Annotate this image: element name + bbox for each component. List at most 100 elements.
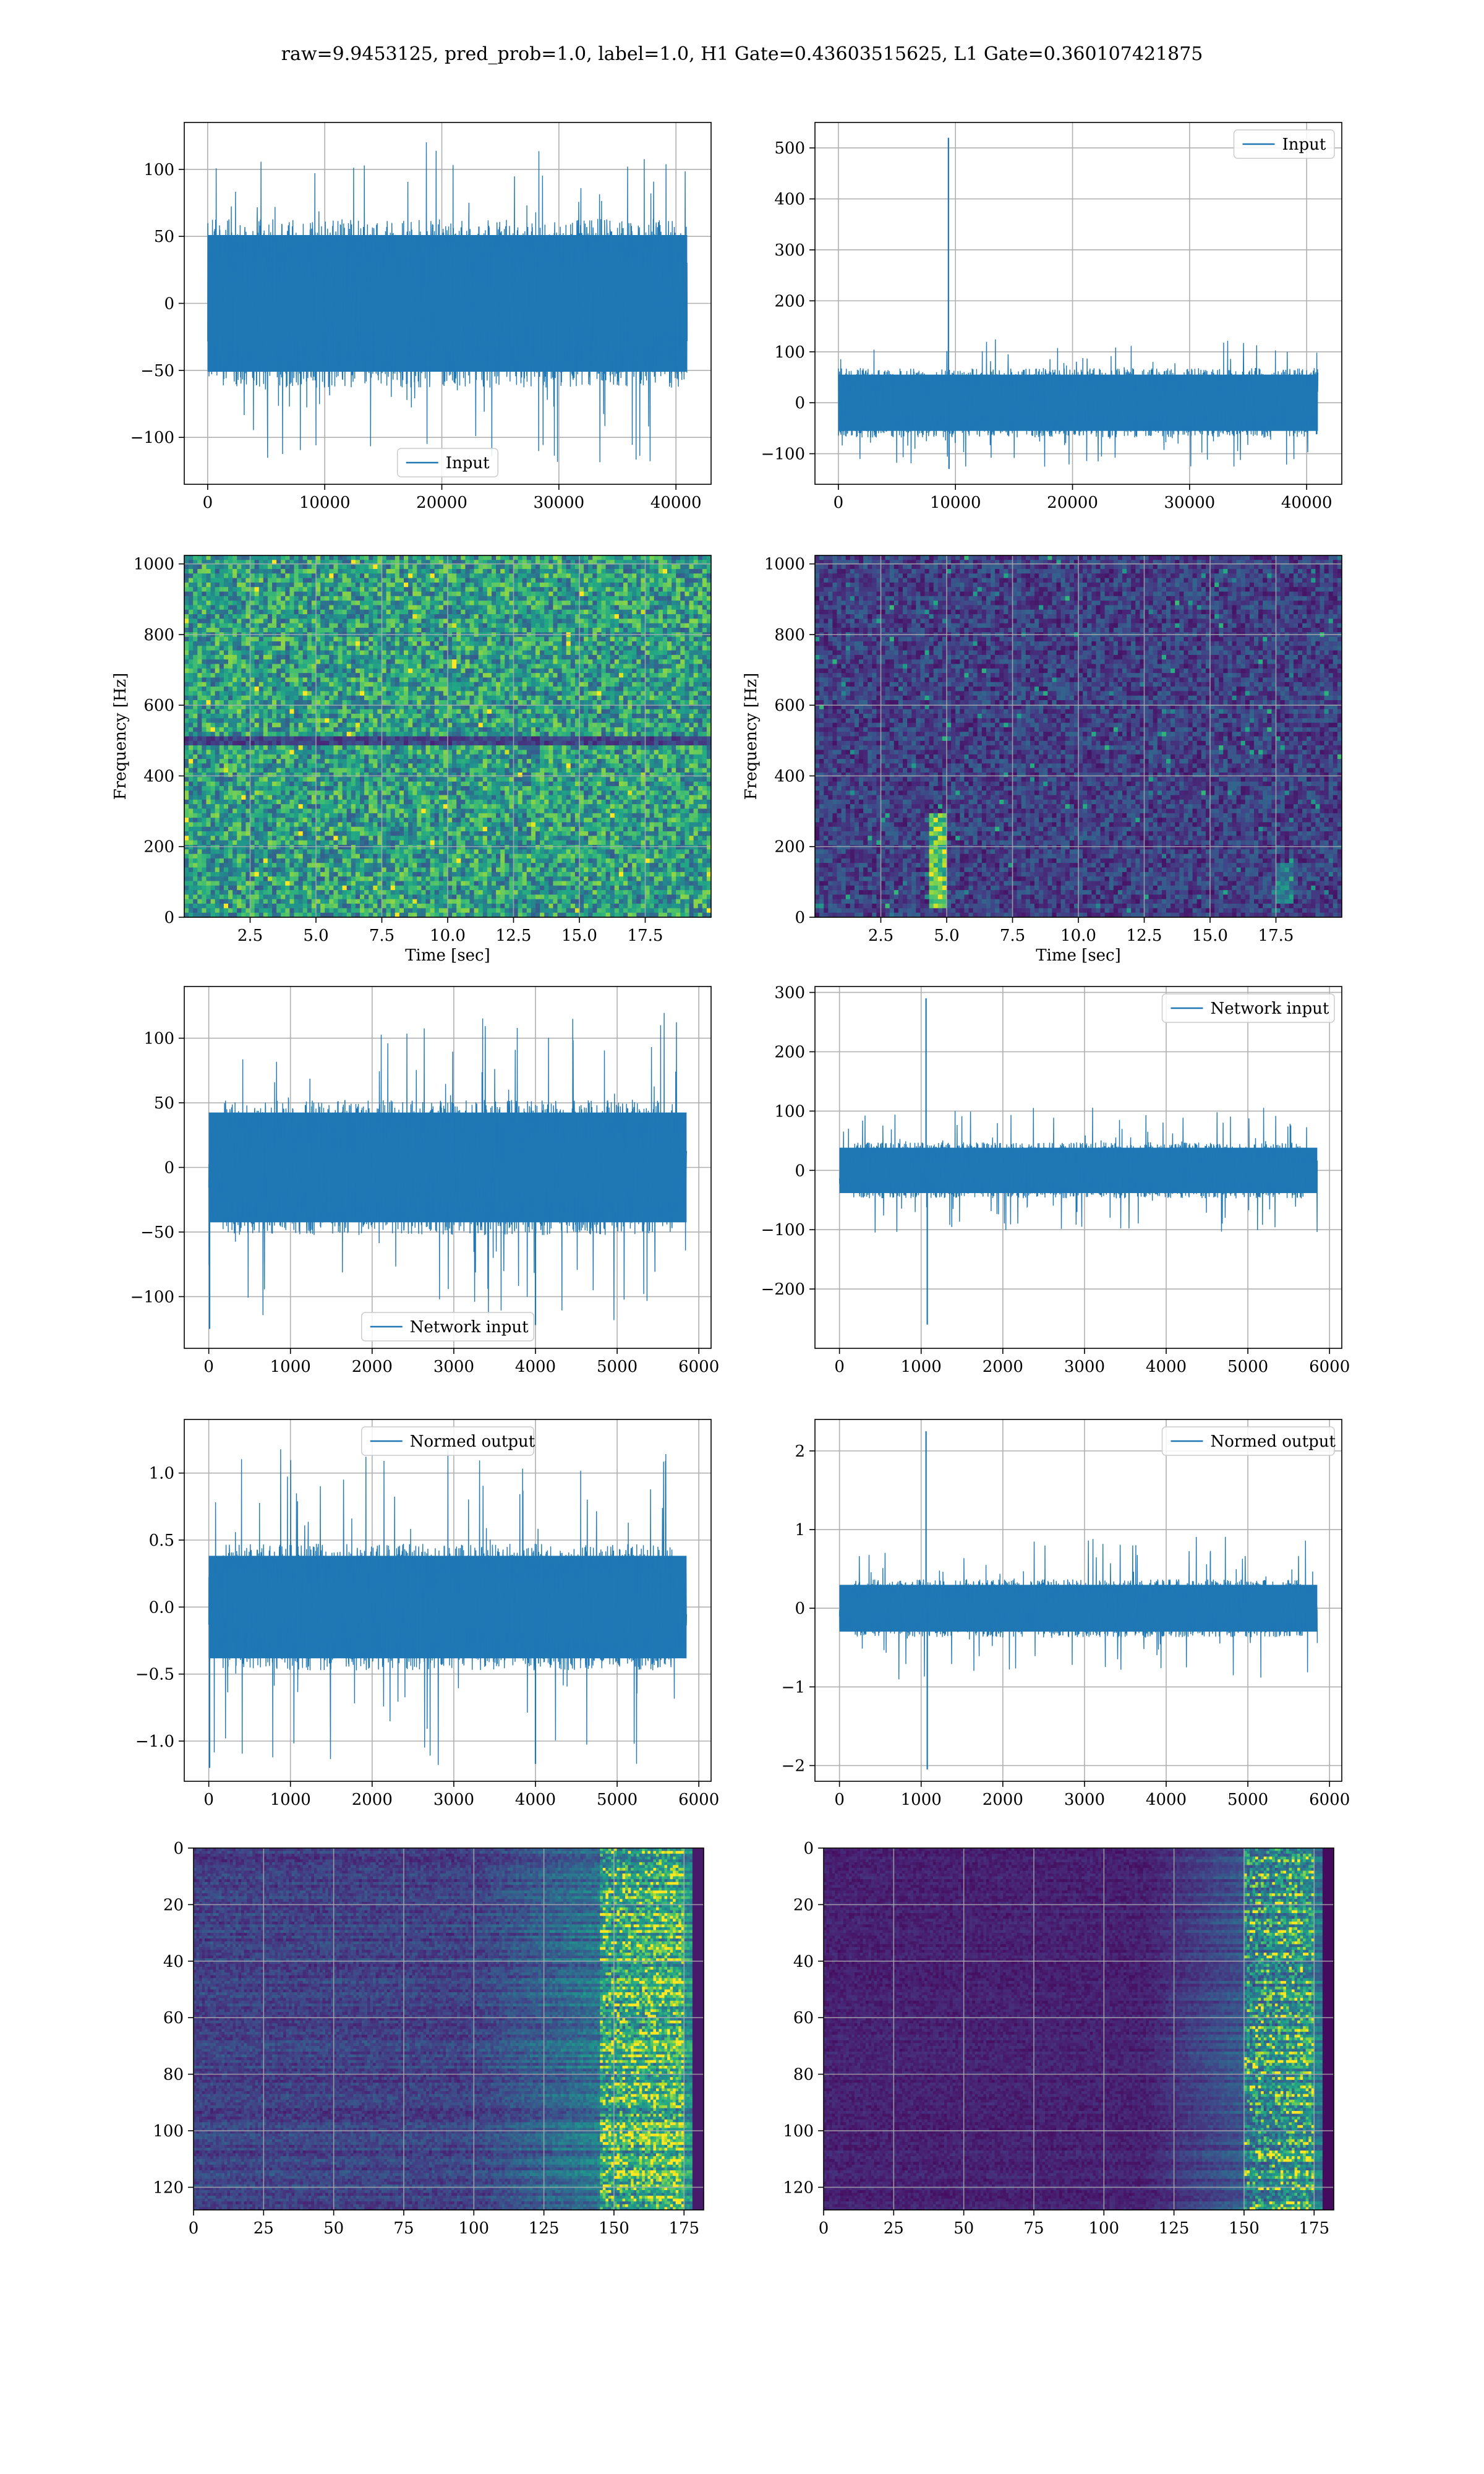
y-tick-label: 200	[774, 838, 805, 857]
y-tick-label: 50	[154, 228, 174, 246]
series-line	[209, 1013, 687, 1320]
x-tick-label: 0	[189, 2219, 199, 2238]
x-tick-label: 0	[203, 494, 213, 512]
x-tick-label: 5.0	[303, 927, 328, 945]
x-tick-label: 5.0	[934, 927, 959, 945]
x-tick-label: 175	[668, 2219, 699, 2238]
x-tick-label: 3000	[433, 1791, 474, 1809]
legend-label: Network input	[410, 1318, 529, 1337]
y-tick-label: 1	[795, 1521, 805, 1539]
x-tick-label: 75	[1023, 2219, 1044, 2238]
x-tick-label: 2.5	[868, 927, 893, 945]
legend-label: Input	[1282, 135, 1326, 154]
legend: Normed output	[362, 1427, 535, 1455]
x-tick-label: 3000	[1064, 1358, 1105, 1376]
y-tick-label: 0	[795, 1599, 805, 1618]
x-tick-label: 7.5	[1000, 927, 1025, 945]
x-tick-label: 50	[323, 2219, 344, 2238]
series-line	[840, 1108, 1318, 1233]
y-tick-label: 60	[163, 2009, 184, 2027]
x-tick-label: 4000	[1146, 1358, 1187, 1376]
y-tick-label: 80	[793, 2066, 814, 2084]
y-tick-label: 120	[783, 2178, 814, 2197]
legend-label: Network input	[1211, 999, 1329, 1018]
x-tick-label: 10000	[299, 494, 351, 512]
x-tick-label: 15.0	[1192, 927, 1228, 945]
x-tick-label: 2000	[983, 1791, 1023, 1809]
y-tick-label: 20	[793, 1896, 814, 1914]
x-tick-label: 150	[599, 2219, 629, 2238]
x-tick-label: 4000	[515, 1791, 556, 1809]
y-tick-label: 200	[143, 838, 174, 857]
x-tick-label: 1000	[901, 1358, 942, 1376]
y-tick-label: 800	[143, 626, 174, 644]
y-tick-label: 500	[774, 139, 805, 158]
y-tick-label: 0.0	[149, 1598, 174, 1617]
y-tick-label: 50	[154, 1094, 174, 1113]
y-axis-label: Frequency [Hz]	[742, 673, 761, 800]
y-tick-label: 120	[153, 2178, 184, 2197]
y-tick-label: 0	[164, 295, 174, 314]
y-tick-label: 100	[783, 2122, 814, 2141]
series-line	[840, 1537, 1318, 1679]
x-tick-label: 4000	[515, 1358, 556, 1376]
x-tick-label: 125	[529, 2219, 560, 2238]
h1-spectrogram-axes: 2.5 5.0 7.5 10.0 12.5 15.0 17.5020040060080010…	[111, 555, 712, 965]
legend: Input	[1234, 130, 1335, 158]
x-tick-label: 17.5	[1258, 927, 1294, 945]
y-tick-label: 0	[795, 909, 805, 927]
x-axis-label: Time [sec]	[405, 946, 490, 965]
y-tick-label: 0	[795, 394, 805, 413]
x-tick-label: 6000	[1309, 1791, 1350, 1809]
x-tick-label: 0	[834, 494, 844, 512]
y-tick-label: 0.5	[149, 1531, 174, 1550]
x-tick-label: 30000	[534, 494, 585, 512]
x-tick-label: 25	[884, 2219, 904, 2238]
x-tick-label: 5000	[1227, 1358, 1268, 1376]
legend: Input	[398, 448, 498, 477]
y-tick-label: 800	[774, 626, 805, 644]
y-tick-label: 40	[163, 1953, 184, 1971]
legend: Normed output	[1162, 1427, 1336, 1455]
x-tick-label: 30000	[1164, 494, 1216, 512]
series-line	[209, 1449, 687, 1765]
x-tick-label: 2.5	[237, 927, 263, 945]
x-tick-label: 6000	[678, 1791, 719, 1809]
y-tick-label: 2	[795, 1442, 805, 1461]
y-tick-label: 100	[143, 161, 174, 179]
legend-label: Normed output	[410, 1432, 535, 1451]
x-tick-label: 0	[834, 1791, 845, 1809]
y-tick-label: −50	[140, 1223, 174, 1242]
legend: Network input	[362, 1312, 534, 1341]
y-tick-label: 400	[774, 767, 805, 785]
x-tick-label: 3000	[1064, 1791, 1105, 1809]
x-tick-label: 10.0	[1060, 927, 1096, 945]
y-tick-label: 200	[774, 292, 805, 310]
l1-spectrogram-axes: 2.5 5.0 7.5 10.0 12.5 15.0 17.5020040060080010…	[742, 555, 1342, 965]
y-tick-label: 0	[795, 1162, 805, 1180]
y-tick-label: 600	[143, 696, 174, 715]
y-tick-label: 1.0	[149, 1465, 174, 1483]
x-tick-label: 25	[254, 2219, 274, 2238]
y-tick-label: 60	[793, 2009, 814, 2027]
y-tick-label: 0	[164, 909, 174, 927]
x-tick-label: 1000	[270, 1358, 311, 1376]
y-tick-label: 0	[173, 1839, 184, 1858]
y-tick-label: 200	[774, 1043, 805, 1061]
x-tick-label: 2000	[352, 1791, 393, 1809]
y-tick-label: 100	[143, 1030, 174, 1048]
y-tick-label: 0	[164, 1159, 174, 1178]
y-tick-label: −100	[130, 1288, 174, 1306]
x-tick-label: 10.0	[430, 927, 466, 945]
x-tick-label: 40000	[650, 494, 702, 512]
x-tick-label: 0	[834, 1358, 845, 1376]
heatmap-image	[194, 1848, 704, 2211]
x-tick-label: 4000	[1146, 1791, 1187, 1809]
y-tick-label: −1.0	[135, 1732, 174, 1751]
x-tick-label: 20000	[416, 494, 467, 512]
